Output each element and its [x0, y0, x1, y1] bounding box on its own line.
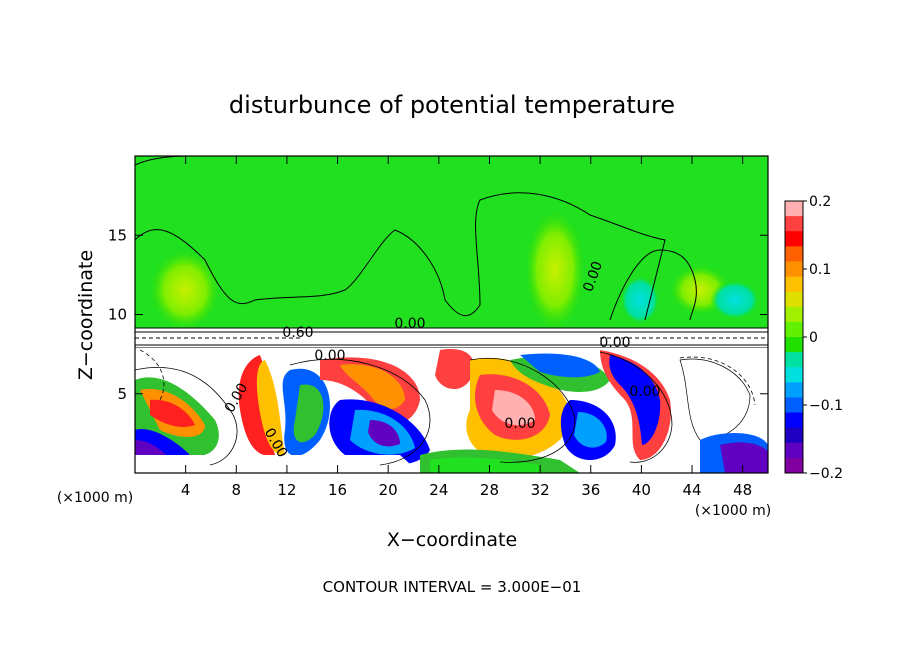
x-tick-label: 20: [379, 481, 398, 499]
colorbar-swatch: [785, 261, 803, 278]
colorbar-tick-label: −0.1: [809, 398, 843, 414]
colorbar-swatch: [785, 352, 803, 368]
contour-label: 0.00: [504, 416, 535, 432]
x-tick-label: 40: [632, 481, 651, 499]
colorbar-swatch: [785, 321, 803, 338]
contour-label: 0.00: [629, 384, 660, 400]
negative-anomaly-mid: [620, 275, 660, 325]
x-tick-label: 16: [328, 481, 347, 499]
x-tick-label: 24: [429, 481, 448, 499]
colorbar-swatch: [785, 276, 803, 293]
x-tick-label: 12: [277, 481, 296, 499]
colorbar-swatch: [785, 246, 803, 262]
x-tick-label: 44: [682, 481, 701, 499]
zero-contour-upper: [135, 192, 666, 321]
contour-interval-note: CONTOUR INTERVAL = 3.000E−01: [323, 578, 582, 596]
colorbar-swatch: [785, 457, 803, 474]
colorbar-swatch: [785, 397, 803, 414]
colorbar-swatch: [785, 442, 803, 459]
contour-label: 0.60: [282, 325, 313, 341]
colorbar-swatch: [785, 382, 803, 398]
x-axis: 4 8 12 16 20 24 28 32 36 40 44 48: [181, 156, 752, 499]
x-tick-label: 32: [531, 481, 550, 499]
x-tick-label: 4: [181, 481, 191, 499]
x-tick-label: 48: [733, 481, 752, 499]
colorbar-swatch: [785, 337, 803, 353]
colorbar-tick-label: 0.1: [809, 262, 831, 278]
colorbar-tick-label: 0: [809, 330, 818, 346]
colorbar-swatch: [785, 231, 803, 247]
negative-anomaly-right: [710, 280, 760, 320]
colorbar-tick-label: −0.2: [809, 466, 843, 482]
contour-label: 0.00: [394, 316, 425, 332]
lower-contours: [135, 349, 756, 466]
upper-layer-field: [135, 156, 768, 328]
colorbar-swatch: [785, 306, 803, 323]
colorbar-swatch: [785, 291, 803, 308]
y-tick-label: 5: [117, 385, 127, 403]
contour-label: 0.00: [599, 335, 630, 351]
x-unit-left: (×1000 m): [57, 490, 133, 506]
chart-title: disturbunce of potential temperature: [229, 91, 675, 119]
colorbar-swatch: [785, 201, 803, 217]
inversion-band: [135, 328, 768, 348]
x-axis-label: X−coordinate: [387, 529, 517, 551]
colorbar-swatch: [785, 367, 803, 383]
x-tick-label: 28: [480, 481, 499, 499]
x-tick-label: 36: [581, 481, 600, 499]
x-unit-right: (×1000 m): [695, 503, 771, 519]
positive-anomaly-center: [525, 210, 585, 330]
colorbar-swatch: [785, 427, 803, 444]
colorbar-tick-label: 0.2: [809, 194, 831, 210]
y-axis: 5 10 15: [108, 226, 768, 403]
colorbar-swatch: [785, 412, 803, 429]
plot-area: [135, 156, 768, 473]
y-axis-label: Z−coordinate: [75, 250, 97, 380]
y-tick-label: 10: [108, 306, 127, 324]
contour-label: 0.00: [314, 348, 345, 364]
positive-anomaly-left: [150, 250, 220, 330]
colorbar: 0.2 0.1 0 −0.1 −0.2: [784, 194, 843, 482]
x-tick-label: 8: [232, 481, 242, 499]
zero-contour-right: [609, 249, 697, 321]
colorbar-swatch: [785, 216, 803, 232]
y-tick-label: 15: [108, 226, 127, 244]
